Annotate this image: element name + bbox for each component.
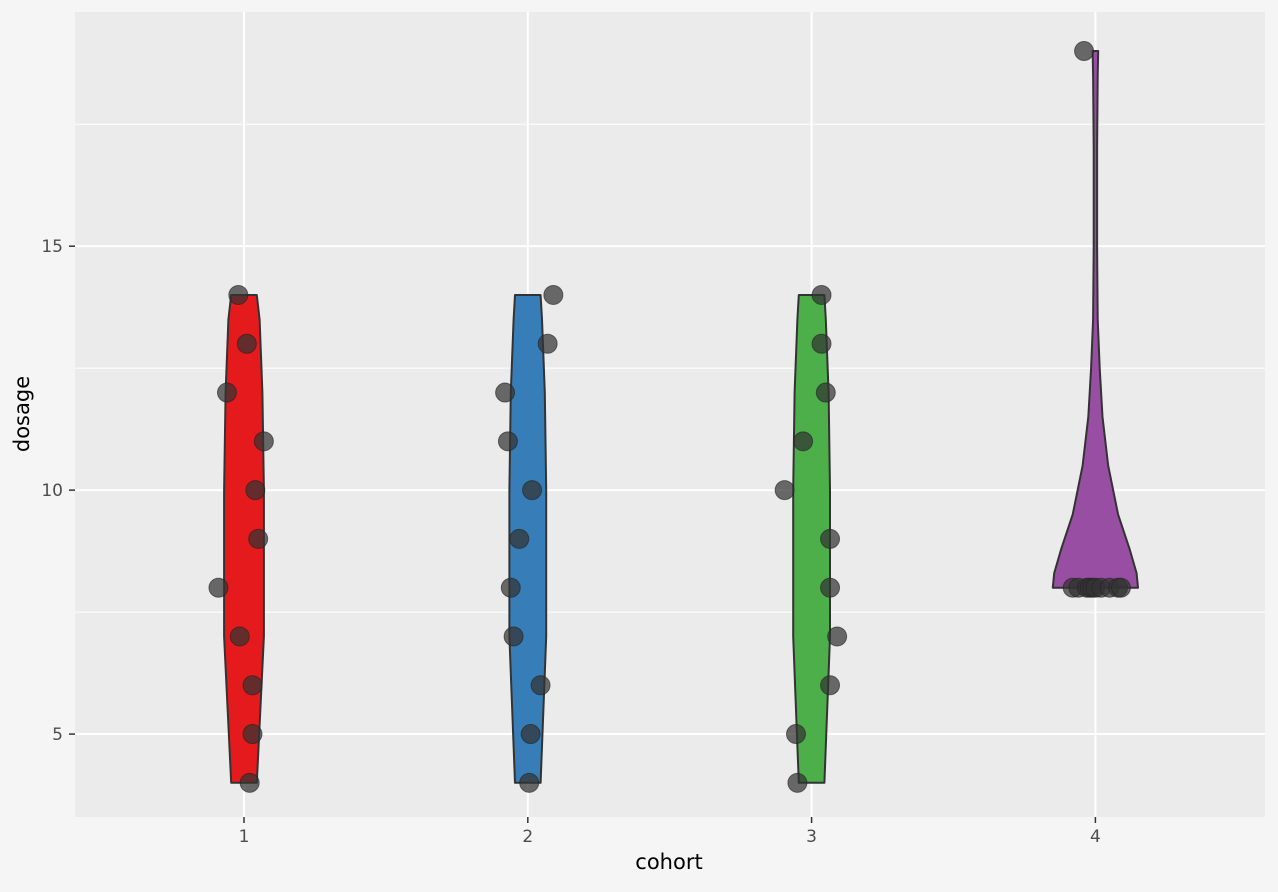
data-point-cohort-2 [543, 284, 564, 305]
x-tick-label-4: 4 [1090, 827, 1101, 847]
data-point-cohort-3 [774, 480, 795, 501]
data-point-cohort-1 [245, 480, 266, 501]
x-tick-label-1: 1 [239, 827, 250, 847]
data-point-cohort-3 [787, 772, 808, 793]
data-point-cohort-1 [216, 382, 237, 403]
y-tick-label-10: 10 [41, 481, 63, 501]
data-point-cohort-2 [520, 724, 541, 745]
data-point-cohort-3 [820, 577, 841, 598]
data-point-cohort-1 [236, 333, 257, 354]
data-point-cohort-4 [1074, 41, 1095, 62]
data-point-cohort-1 [242, 724, 263, 745]
data-point-cohort-3 [785, 724, 806, 745]
data-point-cohort-1 [228, 284, 249, 305]
data-point-cohort-1 [248, 528, 269, 549]
data-point-cohort-1 [253, 431, 274, 452]
data-point-cohort-2 [509, 528, 530, 549]
data-point-cohort-3 [815, 382, 836, 403]
point-layer [208, 41, 1131, 793]
data-point-cohort-2 [519, 772, 540, 793]
data-point-cohort-4 [1110, 577, 1131, 598]
data-point-cohort-3 [820, 675, 841, 696]
x-tick-label-2: 2 [522, 827, 533, 847]
data-point-cohort-3 [827, 626, 848, 647]
x-tick-label-3: 3 [806, 827, 817, 847]
data-point-cohort-1 [229, 626, 250, 647]
y-tick-label-15: 15 [41, 237, 63, 257]
data-point-cohort-2 [497, 431, 518, 452]
data-point-cohort-1 [208, 577, 229, 598]
data-point-cohort-2 [495, 382, 516, 403]
data-point-cohort-1 [239, 772, 260, 793]
data-point-cohort-3 [811, 333, 832, 354]
data-point-cohort-2 [500, 577, 521, 598]
data-point-cohort-2 [522, 480, 543, 501]
data-point-cohort-3 [820, 528, 841, 549]
data-point-cohort-3 [793, 431, 814, 452]
x-axis-title: cohort [635, 850, 702, 874]
data-point-cohort-1 [242, 675, 263, 696]
plot-panel [75, 12, 1265, 817]
data-point-cohort-2 [503, 626, 524, 647]
y-tick-label-5: 5 [52, 725, 63, 745]
y-axis-title: dosage [10, 376, 34, 452]
data-point-cohort-3 [811, 284, 832, 305]
data-point-cohort-2 [537, 333, 558, 354]
data-point-cohort-2 [530, 675, 551, 696]
violin-cohort-3 [792, 294, 831, 784]
axis-layer: 5 10 15 1 2 3 4 [41, 237, 1100, 847]
